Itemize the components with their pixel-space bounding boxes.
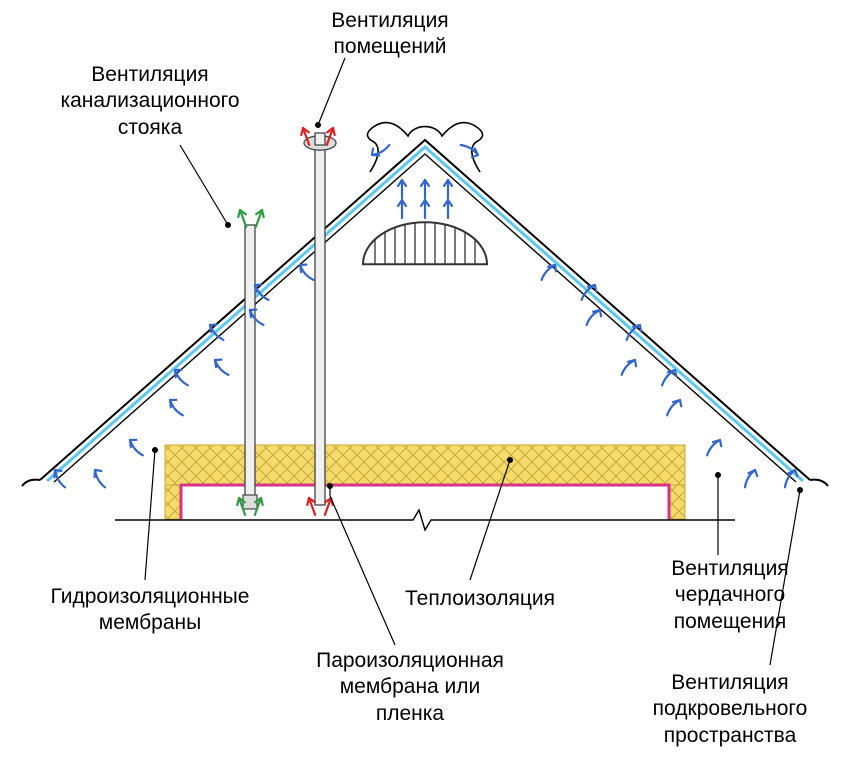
label-room_vent: Вентиляцияпомещений — [290, 8, 490, 61]
thermal-insulation — [165, 445, 685, 485]
leader-waterproof — [145, 450, 155, 580]
label-sewer_vent: Вентиляцияканализационногостояка — [30, 62, 270, 141]
attic-window — [363, 222, 487, 264]
floor-line — [115, 510, 735, 530]
label-thermal: Теплоизоляция — [380, 586, 580, 612]
label-waterproof: Гидроизоляционныемембраны — [30, 584, 270, 637]
label-underroof_vent: Вентиляцияподкровельногопространства — [630, 670, 830, 749]
leader-room_vent — [318, 58, 345, 125]
leader-sewer_vent — [180, 145, 228, 225]
label-vapor: Пароизоляционнаямембрана илипленка — [280, 648, 540, 727]
leader-vapor — [330, 486, 395, 645]
sewer-pipe — [245, 225, 255, 505]
label-attic_vent: Вентиляциячердачногопомещения — [630, 556, 830, 635]
